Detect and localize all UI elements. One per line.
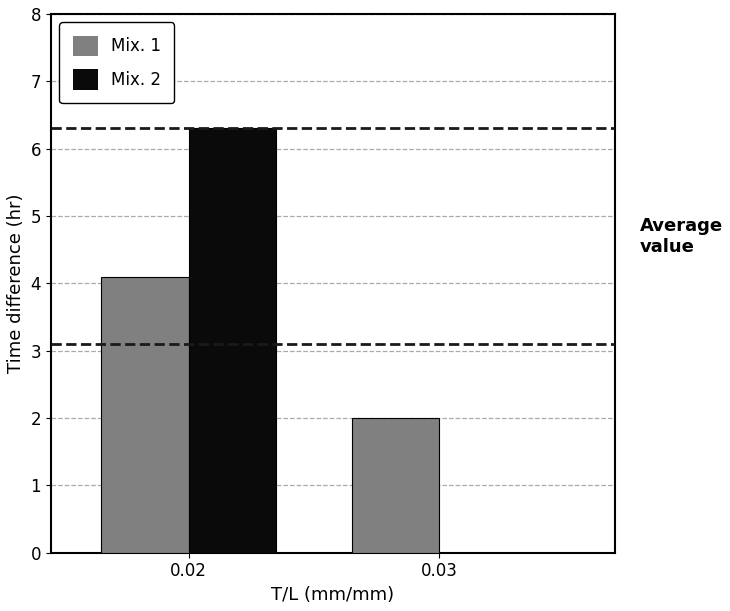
Bar: [352, 418, 439, 553]
X-axis label: T/L (mm/mm): T/L (mm/mm): [272, 586, 394, 604]
Y-axis label: Time difference (hr): Time difference (hr): [7, 194, 25, 373]
Legend: Mix. 1, Mix. 2: Mix. 1, Mix. 2: [59, 22, 174, 103]
Text: Average
value: Average value: [640, 217, 723, 255]
Bar: [188, 128, 277, 553]
Bar: [101, 277, 188, 553]
